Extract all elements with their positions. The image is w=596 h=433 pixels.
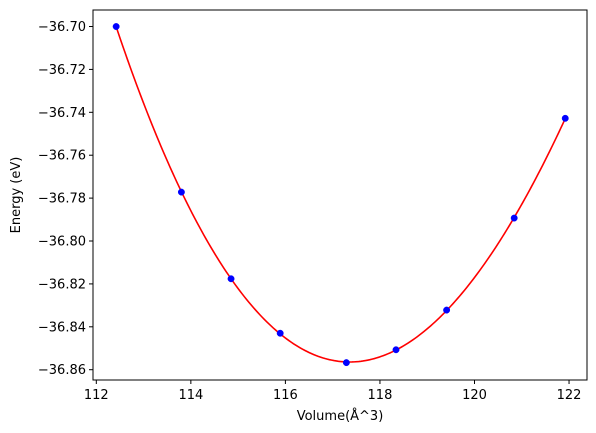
y-tick-label: −36.86 [38,363,86,378]
x-tick-label: 122 [557,388,582,403]
data-points-layer [112,23,569,367]
x-axis-label: Volume(Å^3) [297,408,384,424]
y-tick-label: −36.80 [38,235,86,250]
y-axis-label: Energy (eV) [9,157,24,234]
fit-curve-layer [115,26,566,363]
data-point [561,114,569,122]
data-point [443,306,451,314]
plot-frame [92,9,588,381]
data-point [392,346,400,354]
data-point [342,359,350,367]
y-tick-label: −36.78 [38,192,86,207]
x-axis-ticks: 112 114 116 118 120 122 [84,380,582,403]
y-axis-ticks: −36.86 −36.84 −36.82 −36.80 −36.78 −36.76 −36.… [38,20,93,378]
x-tick-label: 118 [368,388,393,403]
y-tick-label: −36.74 [38,106,86,121]
data-point [112,23,120,30]
x-tick-label: 114 [178,388,203,403]
x-tick-label: 112 [84,388,109,403]
y-tick-label: −36.70 [38,20,86,35]
fit-curve-line [115,26,566,363]
data-point [177,188,185,196]
x-tick-label: 116 [273,388,298,403]
data-point [276,329,284,337]
data-point [510,214,518,222]
y-tick-label: −36.84 [38,320,86,335]
y-tick-label: −36.72 [38,63,86,78]
data-point [227,275,235,283]
y-tick-label: −36.82 [38,277,86,292]
y-tick-label: −36.76 [38,149,86,164]
x-tick-label: 120 [462,388,487,403]
